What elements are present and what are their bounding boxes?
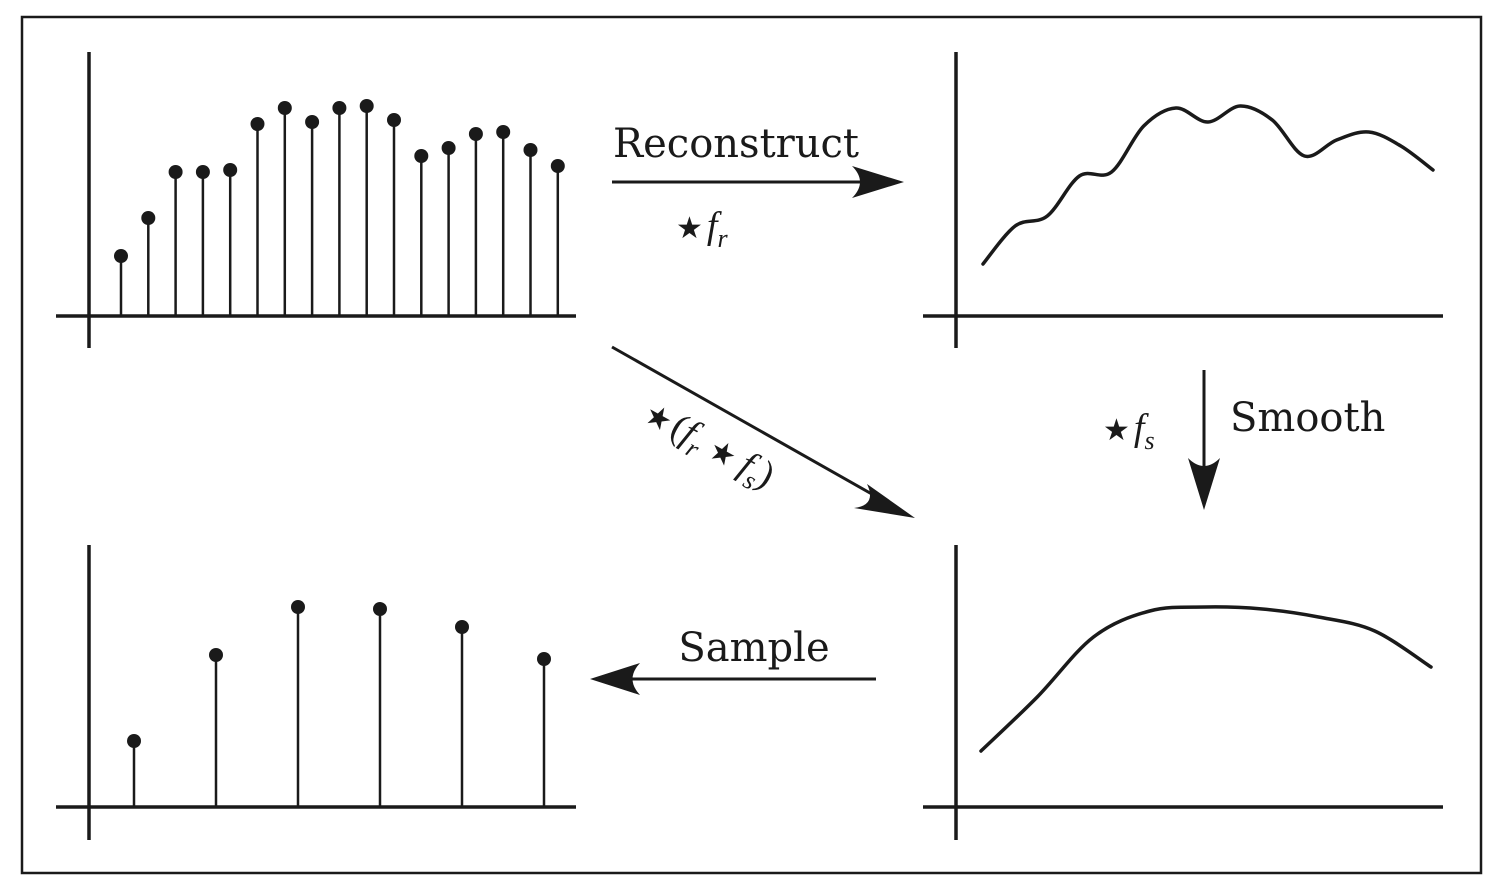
sample-point (127, 734, 141, 748)
arrow-combined: ★(fr★fs) (611, 345, 915, 518)
panel-samples-output (56, 545, 576, 840)
star-icon: ★ (703, 433, 743, 475)
sample-point (359, 99, 374, 113)
sample-point (387, 113, 401, 127)
smoothed-curve (979, 605, 1433, 753)
sample-point (468, 127, 483, 141)
smooth-label: Smooth (1230, 395, 1385, 441)
panel-samples-input (56, 52, 576, 348)
reconstruct-label: Reconstruct (613, 121, 859, 167)
sample-point (277, 101, 292, 115)
sample-label: Sample (678, 625, 829, 671)
sample-point (250, 117, 265, 131)
stem-series (114, 99, 565, 316)
sample-point (441, 141, 456, 155)
star-icon: ★ (1103, 414, 1130, 447)
arrow-reconstruct: Reconstruct ★ fr (612, 121, 904, 253)
sample-point (305, 115, 320, 129)
sample-point (141, 211, 156, 225)
arrowhead-icon (1188, 458, 1220, 510)
sample-point (195, 165, 210, 179)
sample-point (496, 125, 511, 139)
arrowhead-icon (852, 166, 904, 198)
arrow-shaft (611, 345, 894, 508)
diagram-frame (20, 15, 1483, 875)
sample-point (523, 143, 538, 157)
sample-point (168, 165, 183, 179)
smooth-operator: ★ fs (1103, 407, 1155, 455)
sample-point (550, 159, 565, 173)
combined-operator: ★(fr★fs) (635, 391, 782, 502)
arrowhead-icon (854, 484, 915, 518)
panel-smoothed (923, 545, 1443, 840)
sample-point (373, 602, 387, 616)
stem-series (127, 600, 551, 807)
arrowhead-icon (590, 663, 640, 695)
sample-point (537, 652, 551, 666)
sample-point (209, 648, 223, 662)
sample-point (114, 249, 128, 263)
reconstruct-operator: ★ fr (676, 205, 728, 253)
sample-point (455, 620, 469, 634)
arrow-smooth: Smooth ★ fs (1103, 370, 1385, 510)
sample-point (291, 600, 305, 614)
sample-point (332, 101, 347, 115)
reconstructed-curve (981, 104, 1435, 266)
sample-point (414, 149, 429, 163)
sample-point (223, 163, 238, 177)
arrow-sample: Sample (590, 625, 876, 695)
star-icon: ★ (676, 212, 703, 245)
panel-reconstructed (923, 52, 1443, 348)
